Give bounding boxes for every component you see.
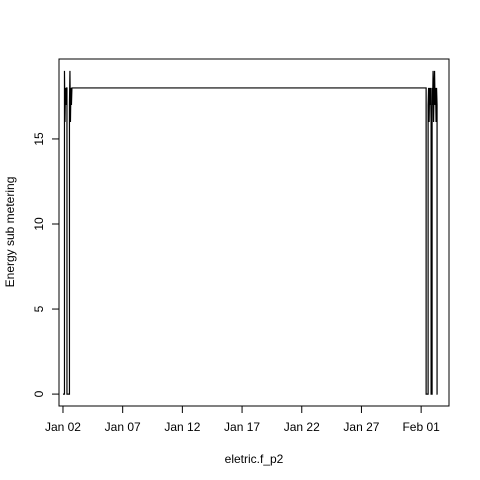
x-tick-label: Jan 02	[45, 420, 81, 434]
y-tick-label: 15	[32, 132, 46, 146]
x-tick-label: Jan 07	[105, 420, 141, 434]
y-tick-label: 5	[32, 305, 46, 312]
y-axis: 0 5 10 15	[32, 132, 60, 397]
series-layer	[62, 70, 438, 395]
y-tick-label: 0	[32, 390, 46, 397]
y-axis-label: Energy sub metering	[3, 177, 17, 288]
x-tick-label: Jan 27	[343, 420, 379, 434]
x-tick-label: Jan 12	[164, 420, 200, 434]
x-axis-label: eletric.f_p2	[225, 452, 284, 466]
x-tick-label: Feb 01	[402, 420, 440, 434]
x-tick-label: Jan 17	[224, 420, 260, 434]
series-line-1	[62, 70, 438, 395]
x-tick-label: Jan 22	[284, 420, 320, 434]
x-axis: Jan 02 Jan 07 Jan 12 Jan 17 Jan 22 Jan 27 Feb …	[45, 405, 440, 434]
y-tick-label: 10	[32, 217, 46, 231]
